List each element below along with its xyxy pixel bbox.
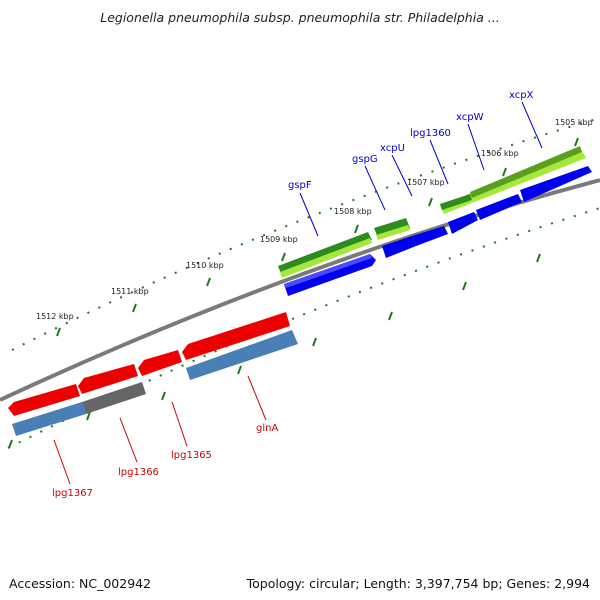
gene-label-xcpW[interactable]: xcpW: [456, 112, 484, 123]
tick-1507: [428, 197, 433, 207]
cds-arrow-xcpX[interactable]: [520, 166, 592, 202]
map-title: Legionella pneumophila subsp. pneumophil…: [100, 10, 500, 25]
gene-label-gspG[interactable]: gspG: [352, 154, 378, 165]
cds-arrow-lpg1367[interactable]: [8, 384, 80, 416]
ruler-label-1508: 1508 kbp: [334, 207, 372, 216]
gene-label-xcpU[interactable]: xcpU: [380, 143, 405, 154]
ruler-label-1506: 1506 kbp: [481, 149, 519, 158]
gene-label-lpg1360[interactable]: lpg1360: [410, 128, 451, 139]
reverse-gene-track: [12, 330, 298, 436]
inner-ruler: [7, 207, 600, 449]
cds-arrow-xcpU[interactable]: [412, 226, 448, 246]
ruler-label-1507: 1507 kbp: [407, 178, 445, 187]
tick-1506: [502, 167, 507, 177]
gene-label-xcpX[interactable]: xcpX: [509, 90, 534, 101]
accession-text: Accession: NC_002942: [9, 576, 152, 591]
gene-label-lpg1366[interactable]: lpg1366: [118, 467, 159, 478]
ruler-label-1512: 1512 kbp: [36, 312, 74, 321]
forward-leader-lines: [299, 101, 543, 237]
cds-arrow-lpg1366[interactable]: [78, 364, 138, 394]
cds-arrow-glnA[interactable]: [182, 312, 290, 360]
cds-arrow-lpg1365[interactable]: [138, 350, 182, 376]
gene-label-lpg1365[interactable]: lpg1365: [171, 450, 212, 461]
ruler-label-1505: 1505 kbp: [555, 118, 593, 127]
forward-cds-track: [284, 166, 592, 296]
ruler-labels: 1505 kbp 1506 kbp 1507 kbp 1508 kbp 1509…: [36, 118, 593, 321]
reverse-leader-lines: [53, 375, 267, 485]
tick-1508: [354, 224, 359, 234]
tick-1509: [281, 252, 286, 262]
tick-1511: [132, 303, 137, 313]
gene-bar-glnA[interactable]: [186, 330, 298, 380]
forward-gene-track: [278, 146, 586, 278]
ruler-label-1509: 1509 kbp: [260, 235, 298, 244]
ruler-label-1510: 1510 kbp: [186, 261, 224, 270]
outer-ruler: [11, 117, 600, 351]
gene-label-lpg1367[interactable]: lpg1367: [52, 488, 93, 499]
reverse-cds-track: [8, 312, 290, 416]
gene-label-gspF[interactable]: gspF: [288, 180, 312, 191]
gene-bar-lpg1367[interactable]: [12, 402, 86, 436]
reverse-gene-labels: glnA lpg1365 lpg1366 lpg1367: [52, 423, 278, 499]
tick-1510: [206, 277, 211, 287]
tick-1512: [56, 327, 61, 337]
tick-1505: [574, 137, 579, 147]
cds-arrow-lpg1360[interactable]: [448, 212, 478, 234]
topology-text: Topology: circular; Length: 3,397,754 bp…: [246, 576, 590, 591]
ruler-label-1511: 1511 kbp: [111, 287, 149, 296]
forward-gene-labels: xcpX xcpW lpg1360 xcpU gspG gspF: [288, 90, 534, 191]
gene-bar-lpg1366[interactable]: [82, 382, 146, 414]
gene-label-glnA[interactable]: glnA: [256, 423, 278, 434]
cds-arrow-xcpW[interactable]: [476, 194, 522, 220]
cds-arrow-gspG[interactable]: [382, 236, 416, 258]
